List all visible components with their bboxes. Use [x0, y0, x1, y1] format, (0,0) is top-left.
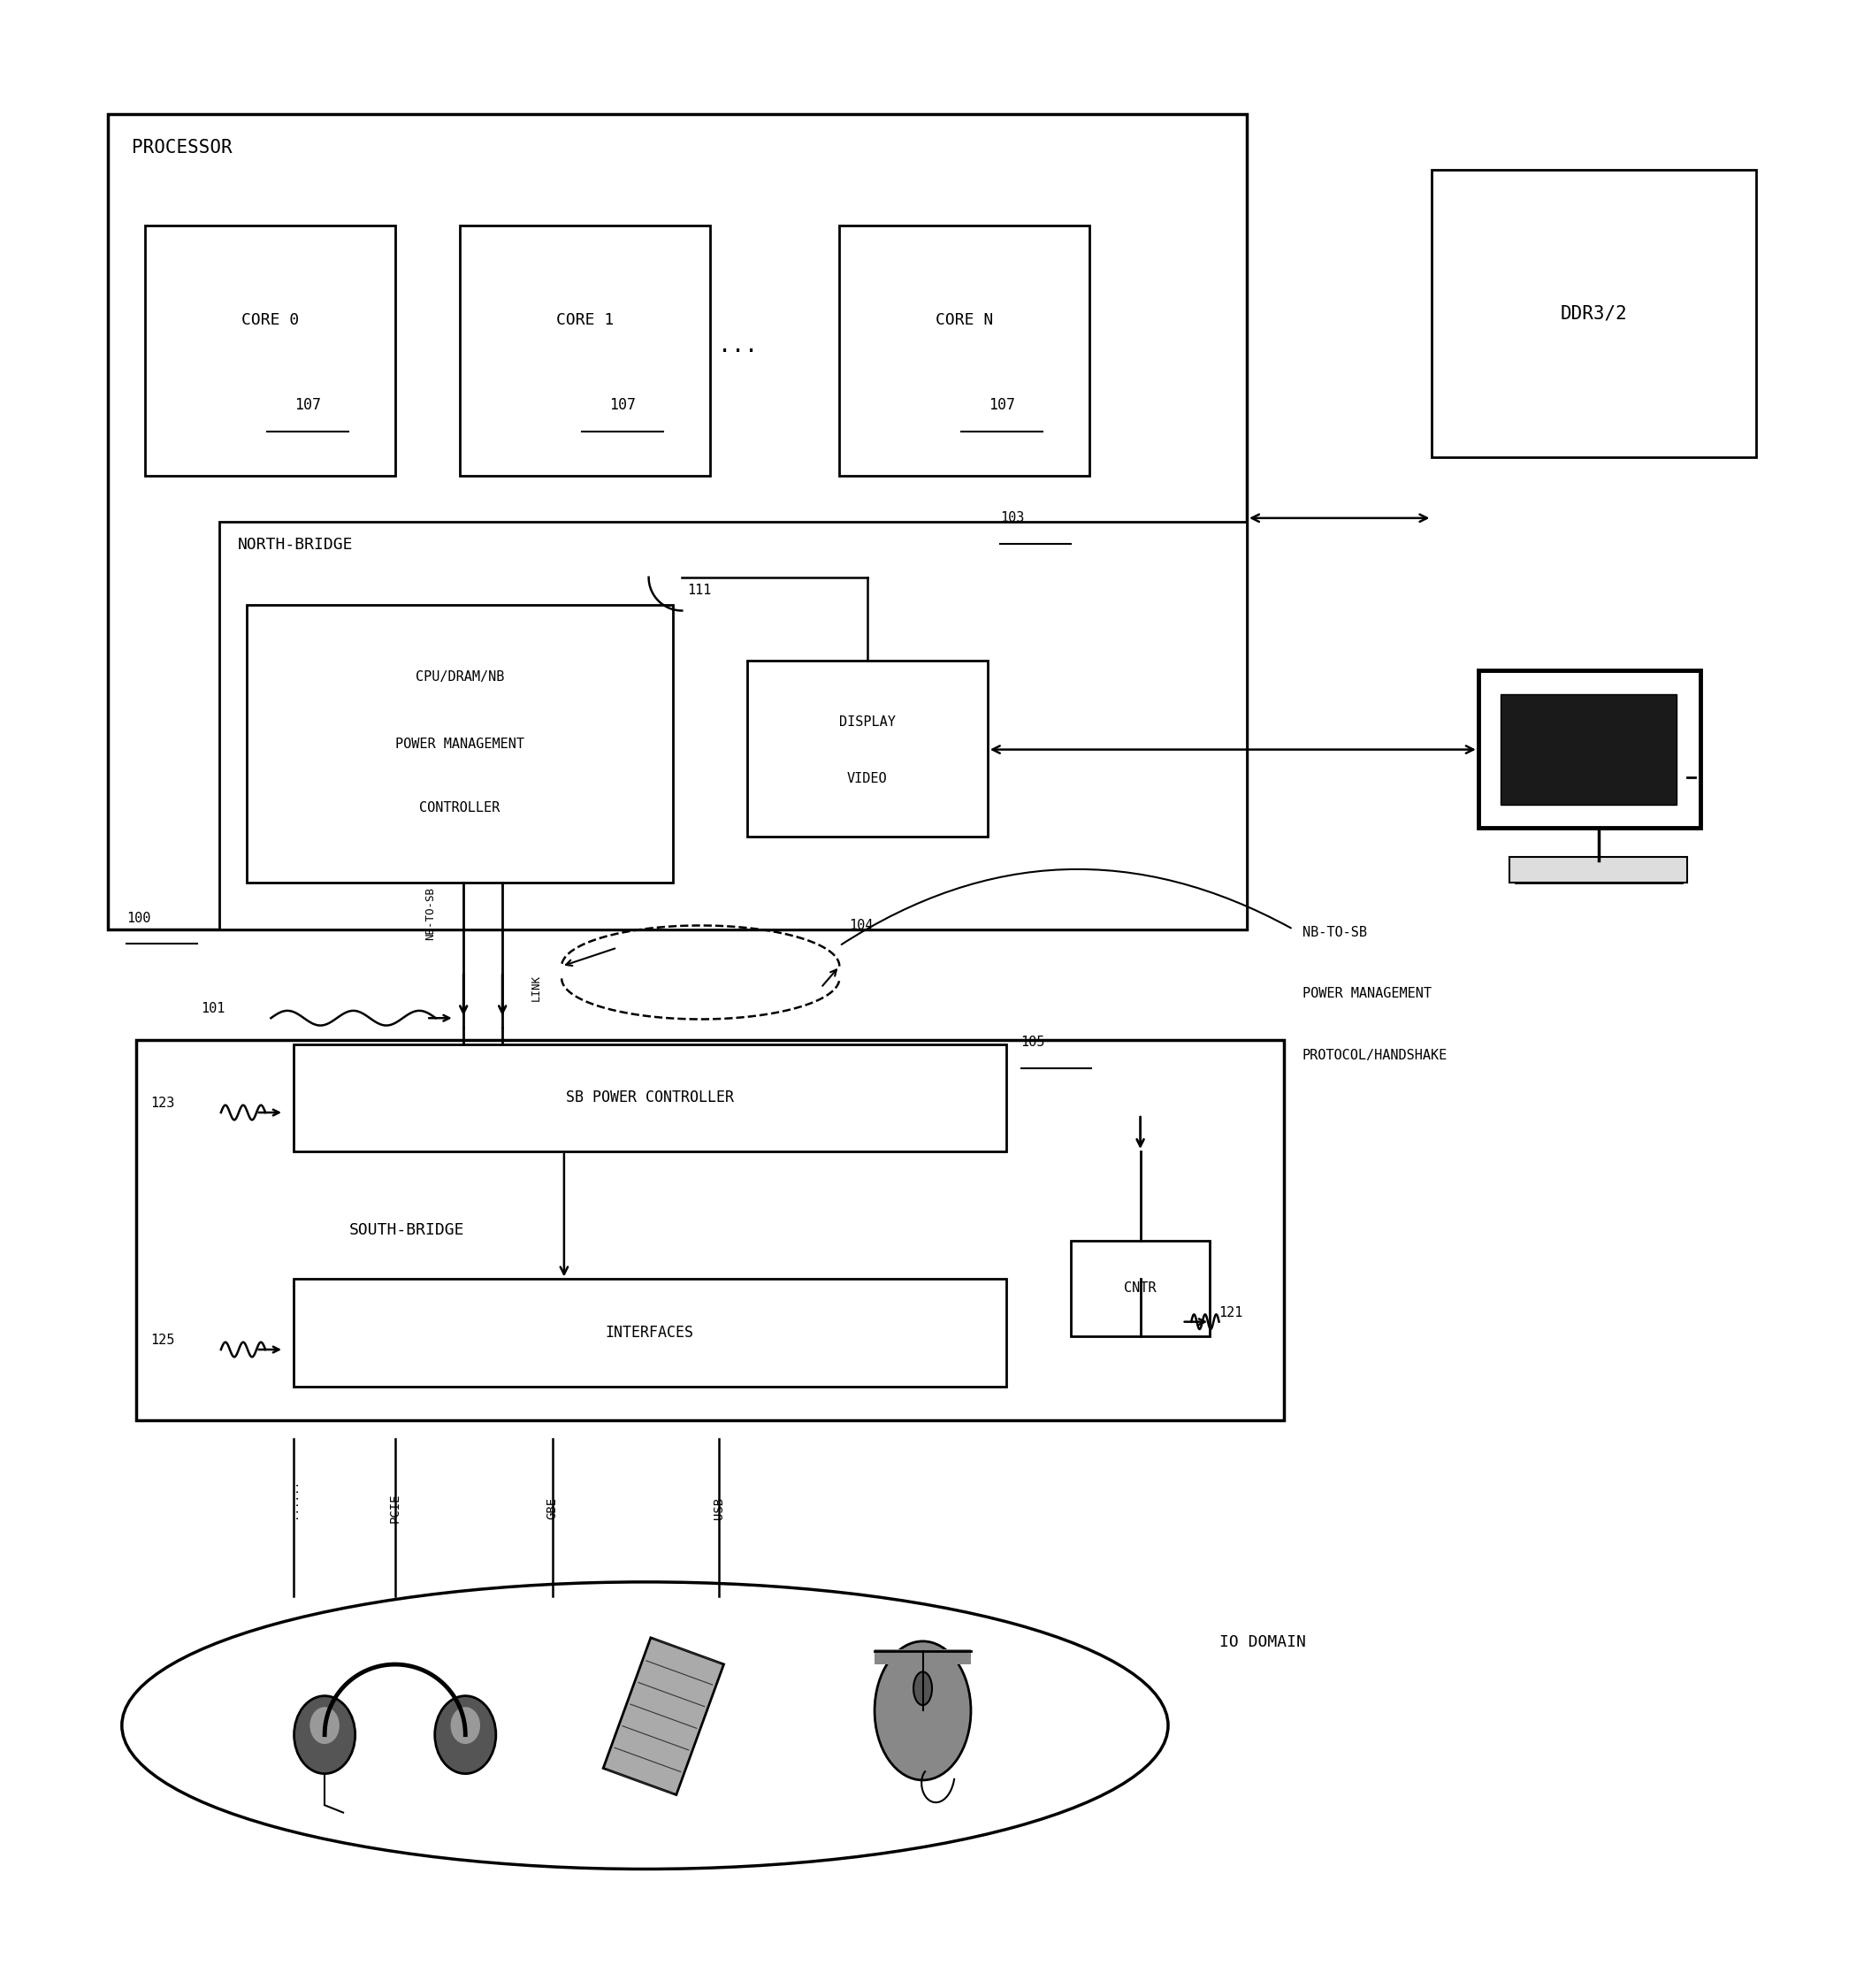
- Text: PCIE: PCIE: [390, 1493, 401, 1523]
- Text: CORE 0: CORE 0: [240, 312, 298, 328]
- Text: 107: 107: [295, 398, 321, 414]
- Text: PROCESSOR: PROCESSOR: [132, 139, 233, 157]
- Text: CONTROLLER: CONTROLLER: [419, 801, 500, 815]
- Bar: [293, 1278, 1007, 1386]
- Bar: [1432, 169, 1756, 457]
- Bar: [136, 1040, 1284, 1419]
- Bar: [460, 225, 710, 475]
- Bar: [108, 115, 1247, 928]
- Text: CORE 1: CORE 1: [555, 312, 613, 328]
- Text: 107: 107: [610, 398, 636, 414]
- Bar: [1072, 1241, 1210, 1336]
- Text: 100: 100: [127, 911, 151, 924]
- Text: GBE: GBE: [546, 1497, 559, 1519]
- Ellipse shape: [913, 1672, 932, 1706]
- Text: SB POWER CONTROLLER: SB POWER CONTROLLER: [565, 1089, 734, 1105]
- Text: CORE N: CORE N: [936, 312, 994, 328]
- Bar: [220, 521, 1247, 928]
- Text: CNTR: CNTR: [1124, 1282, 1156, 1294]
- Ellipse shape: [451, 1708, 481, 1743]
- Ellipse shape: [295, 1696, 356, 1773]
- Text: USB: USB: [712, 1497, 725, 1519]
- Text: POWER MANAGEMENT: POWER MANAGEMENT: [1303, 988, 1432, 1000]
- Text: 104: 104: [848, 918, 872, 932]
- Text: ...: ...: [718, 336, 757, 356]
- Ellipse shape: [434, 1696, 496, 1773]
- Text: PROTOCOL/HANDSHAKE: PROTOCOL/HANDSHAKE: [1303, 1048, 1448, 1062]
- Bar: [1510, 857, 1687, 883]
- Text: 111: 111: [688, 584, 712, 596]
- Polygon shape: [604, 1638, 723, 1795]
- Text: 103: 103: [1001, 511, 1025, 525]
- Text: NB-TO-SB: NB-TO-SB: [1303, 926, 1366, 940]
- Ellipse shape: [309, 1708, 339, 1743]
- Text: 121: 121: [1219, 1306, 1243, 1320]
- Text: SOUTH-BRIDGE: SOUTH-BRIDGE: [349, 1223, 464, 1239]
- Text: POWER MANAGEMENT: POWER MANAGEMENT: [395, 738, 524, 751]
- Bar: [839, 225, 1089, 475]
- Bar: [874, 1650, 971, 1664]
- Bar: [145, 225, 395, 475]
- Bar: [1501, 694, 1676, 805]
- Text: CPU/DRAM/NB: CPU/DRAM/NB: [416, 670, 503, 684]
- Bar: [246, 604, 673, 883]
- Text: 101: 101: [201, 1002, 226, 1016]
- Text: DDR3/2: DDR3/2: [1560, 304, 1627, 322]
- Text: 123: 123: [151, 1097, 175, 1109]
- Bar: [747, 660, 988, 837]
- Text: IO DOMAIN: IO DOMAIN: [1219, 1634, 1305, 1650]
- Text: NORTH-BRIDGE: NORTH-BRIDGE: [237, 537, 352, 553]
- Text: 107: 107: [988, 398, 1016, 414]
- Bar: [1478, 670, 1700, 827]
- Text: DISPLAY: DISPLAY: [839, 716, 895, 730]
- Ellipse shape: [121, 1582, 1169, 1869]
- Text: INTERFACES: INTERFACES: [606, 1324, 693, 1340]
- Text: 105: 105: [1021, 1036, 1046, 1050]
- Text: ......: ......: [287, 1479, 298, 1519]
- Text: 125: 125: [151, 1334, 175, 1348]
- Bar: [293, 1044, 1007, 1151]
- Text: VIDEO: VIDEO: [846, 771, 887, 785]
- Ellipse shape: [874, 1642, 971, 1779]
- Text: NB-TO-SB: NB-TO-SB: [425, 887, 436, 940]
- Text: LINK: LINK: [529, 974, 541, 1000]
